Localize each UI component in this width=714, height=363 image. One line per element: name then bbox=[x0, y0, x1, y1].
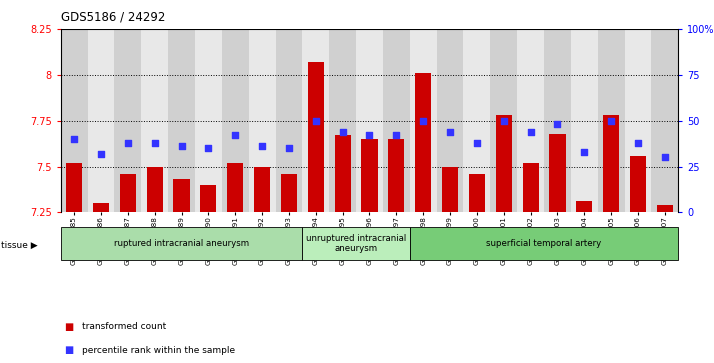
Bar bbox=[195, 29, 222, 212]
Bar bbox=[66, 163, 82, 212]
Point bbox=[256, 143, 268, 149]
Bar bbox=[410, 227, 678, 260]
Point bbox=[605, 118, 617, 123]
Point bbox=[498, 118, 510, 123]
Bar bbox=[571, 29, 598, 212]
Text: tissue ▶: tissue ▶ bbox=[1, 241, 38, 249]
Bar bbox=[302, 227, 410, 260]
Bar bbox=[114, 29, 141, 212]
Bar bbox=[356, 29, 383, 212]
Bar bbox=[437, 29, 463, 212]
Text: GDS5186 / 24292: GDS5186 / 24292 bbox=[61, 11, 165, 24]
Point bbox=[310, 118, 321, 123]
Point bbox=[203, 145, 214, 151]
Point bbox=[525, 129, 536, 135]
Point bbox=[122, 140, 134, 146]
Bar bbox=[254, 167, 270, 212]
Text: transformed count: transformed count bbox=[82, 322, 166, 331]
Bar bbox=[496, 115, 512, 212]
Text: unruptured intracranial
aneurysm: unruptured intracranial aneurysm bbox=[306, 233, 406, 253]
Text: ruptured intracranial aneurysm: ruptured intracranial aneurysm bbox=[114, 239, 249, 248]
Point bbox=[176, 143, 187, 149]
Bar bbox=[227, 163, 243, 212]
Point bbox=[552, 122, 563, 127]
Bar bbox=[388, 139, 404, 212]
Bar bbox=[544, 29, 571, 212]
Point bbox=[659, 155, 670, 160]
Bar bbox=[335, 135, 351, 212]
Text: ■: ■ bbox=[64, 322, 74, 332]
Bar bbox=[415, 73, 431, 212]
Bar bbox=[302, 29, 329, 212]
Bar bbox=[410, 29, 437, 212]
Bar bbox=[168, 29, 195, 212]
Bar bbox=[549, 134, 565, 212]
Bar bbox=[201, 185, 216, 212]
Point bbox=[229, 132, 241, 138]
Point bbox=[69, 136, 80, 142]
Bar bbox=[603, 115, 619, 212]
Point bbox=[363, 132, 375, 138]
Bar bbox=[463, 29, 491, 212]
Bar bbox=[222, 29, 248, 212]
Bar bbox=[469, 174, 485, 212]
Point bbox=[578, 149, 590, 155]
Bar bbox=[657, 205, 673, 212]
Bar bbox=[174, 179, 190, 212]
Bar bbox=[281, 174, 297, 212]
Bar bbox=[248, 29, 276, 212]
Bar bbox=[308, 62, 324, 212]
Bar bbox=[491, 29, 517, 212]
Bar bbox=[88, 29, 114, 212]
Bar bbox=[442, 167, 458, 212]
Point bbox=[444, 129, 456, 135]
Bar bbox=[329, 29, 356, 212]
Text: ■: ■ bbox=[64, 345, 74, 355]
Bar bbox=[651, 29, 678, 212]
Bar bbox=[93, 203, 109, 212]
Bar bbox=[276, 29, 302, 212]
Bar bbox=[625, 29, 651, 212]
Bar bbox=[383, 29, 410, 212]
Bar bbox=[146, 167, 163, 212]
Point bbox=[471, 140, 483, 146]
Bar bbox=[576, 201, 593, 212]
Bar bbox=[630, 155, 646, 212]
Point bbox=[95, 151, 106, 156]
Text: percentile rank within the sample: percentile rank within the sample bbox=[82, 346, 235, 355]
Bar bbox=[61, 227, 302, 260]
Bar bbox=[61, 29, 88, 212]
Bar bbox=[141, 29, 168, 212]
Point bbox=[283, 145, 295, 151]
Text: superficial temporal artery: superficial temporal artery bbox=[486, 239, 602, 248]
Point bbox=[337, 129, 348, 135]
Bar bbox=[361, 139, 378, 212]
Point bbox=[391, 132, 402, 138]
Bar bbox=[517, 29, 544, 212]
Bar bbox=[523, 163, 538, 212]
Bar bbox=[598, 29, 625, 212]
Point bbox=[149, 140, 161, 146]
Bar bbox=[120, 174, 136, 212]
Point bbox=[633, 140, 644, 146]
Point bbox=[418, 118, 429, 123]
